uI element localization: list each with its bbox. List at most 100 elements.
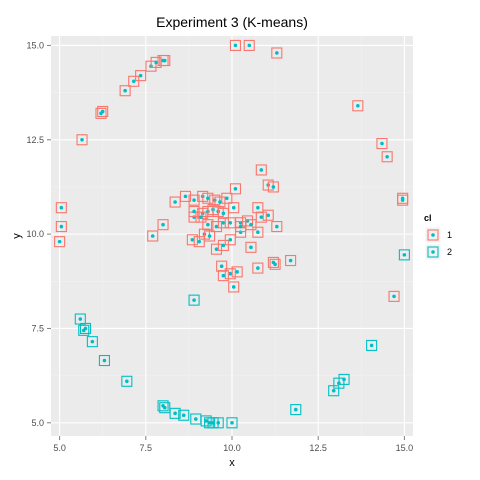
data-point-cluster-2 [398,249,410,261]
cluster-box-marker [252,262,264,274]
data-point-cluster-1 [202,192,214,204]
point-marker [150,234,155,238]
data-point-cluster-1 [119,85,131,97]
cluster-box-marker [255,164,267,176]
cluster-box-marker [202,192,214,204]
cluster-box-marker [159,54,171,67]
cluster-box-marker [76,134,88,146]
data-point-cluster-2 [328,385,340,397]
point-marker [392,294,396,299]
point-marker [230,420,234,425]
point-marker [273,262,277,267]
cluster-box-marker [224,268,236,280]
point-marker [225,196,229,201]
data-point-cluster-2 [204,417,216,429]
point-marker [231,285,236,289]
point-marker [288,258,293,263]
cluster-box-marker [135,70,147,82]
data-point-cluster-1 [217,270,229,282]
cluster-box-marker [229,183,241,195]
point-marker [102,358,107,363]
data-point-cluster-1 [179,190,192,202]
data-point-cluster-1 [188,205,200,218]
legend-key-2 [424,243,442,261]
cluster-box-marker [267,181,279,193]
data-point-cluster-1 [228,202,240,214]
point-marker [211,420,215,425]
point-marker [238,224,243,229]
cluster-box-marker [169,407,181,419]
data-point-cluster-1 [150,56,162,68]
data-point-cluster-1 [210,243,223,255]
point-marker [59,205,64,210]
point-marker [356,104,360,108]
cluster-box-marker [290,404,302,416]
data-point-cluster-1 [271,47,283,59]
data-point-cluster-1 [210,221,223,233]
cluster-box-marker [229,39,241,51]
point-marker [221,220,226,225]
data-point-cluster-1 [397,194,409,206]
cluster-box-marker [98,354,110,367]
cluster-box-marker [228,202,240,214]
point-marker [161,222,165,227]
cluster-box-marker [221,192,233,204]
cluster-box-marker [352,100,364,112]
point-marker [90,339,95,344]
data-point-cluster-1 [217,217,229,229]
cluster-box-marker [150,56,162,68]
cluster-box-marker [157,219,169,231]
legend: cl 1 2 [424,213,452,261]
data-point-cluster-1 [169,196,181,208]
point-marker [249,222,253,227]
point-marker [173,411,177,416]
cluster-box-marker [86,336,98,348]
data-point-cluster-1 [229,39,241,51]
data-point-cluster-1 [252,262,264,274]
cluster-box-marker [216,260,228,272]
cluster-box-marker [267,256,279,268]
data-point-cluster-1 [188,194,200,206]
point-marker [247,43,252,48]
cluster-box-marker [202,219,214,231]
cluster-box-marker [381,151,393,163]
data-point-cluster-1 [252,226,264,238]
point-marker [199,215,203,219]
point-marker [192,298,196,302]
cluster-box-marker [269,258,281,270]
cluster-box-marker [210,243,223,255]
y-tick-label: 15.0 [26,40,44,50]
point-marker [206,196,210,201]
cluster-box-marker [121,375,133,387]
data-point-cluster-1 [228,281,240,293]
point-marker [125,379,129,384]
cluster-box-marker [147,230,159,242]
data-point-cluster-1 [231,266,243,278]
data-point-cluster-1 [255,164,267,176]
cluster-box-marker [217,270,229,282]
cluster-box-marker [169,196,181,208]
data-point-cluster-1 [54,236,66,248]
point-marker [219,264,224,268]
legend-box-marker [427,229,439,241]
point-marker [81,328,86,333]
cluster-box-marker [366,339,378,351]
cluster-box-marker [271,221,283,233]
point-marker [235,270,239,274]
cluster-box-marker [252,226,264,238]
data-point-cluster-1 [221,192,233,204]
cluster-box-marker [178,409,190,421]
legend-box-marker [427,246,439,258]
data-point-cluster-1 [267,181,279,193]
point-marker [228,220,233,225]
point-marker [190,237,195,242]
point-marker [259,215,264,219]
x-tick-label: 15.0 [396,443,414,453]
data-point-cluster-1 [245,241,257,253]
cluster-box-marker [188,294,200,306]
data-point-cluster-1 [147,230,159,242]
x-tick-label: 10.0 [223,443,241,453]
cluster-box-marker [78,324,90,336]
data-point-cluster-1 [157,219,169,231]
